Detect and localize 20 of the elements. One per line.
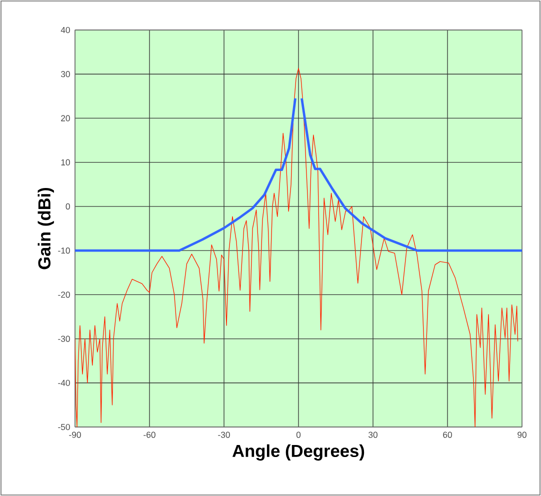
x-tick-label: -60 [144,432,156,438]
y-tick-label: 20 [61,115,70,122]
x-tick-label: -90 [69,432,81,438]
y-tick-label: -30 [58,336,70,342]
y-tick-label: -10 [58,247,70,254]
x-tick-label: 60 [443,432,452,438]
x-tick-label: 90 [518,432,526,438]
y-tick-label: 40 [60,26,70,34]
y-tick-label: -40 [58,380,70,386]
y-axis-title: Gain (dBi) [38,188,54,270]
y-tick-label: 10 [61,159,70,166]
x-tick-label: 30 [368,432,378,438]
y-tick-label: 0 [66,203,70,210]
x-tick-label: 0 [296,432,301,438]
y-tick-label: -50 [58,424,70,430]
x-axis-title: Angle (Degrees) [232,444,364,461]
y-tick-label: 30 [60,71,70,78]
y-tick-label: -20 [58,292,70,298]
x-tick-label: -30 [218,432,230,438]
line-series [75,68,518,427]
